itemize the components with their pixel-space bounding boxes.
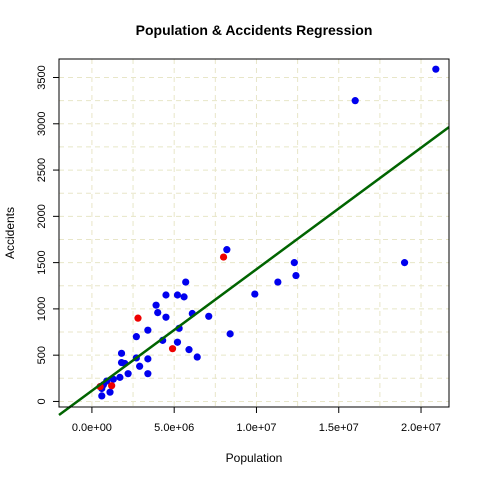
data-point-series-1 — [182, 278, 190, 286]
data-point-series-1 — [117, 349, 126, 357]
data-point-series-1 — [98, 392, 106, 400]
y-tick-label: 3000 — [36, 112, 48, 136]
grid-lines — [59, 59, 449, 407]
y-tick-label: 0 — [36, 398, 48, 404]
data-point-series-1 — [173, 338, 182, 346]
data-point-series-1 — [226, 330, 234, 338]
y-tick-label: 3500 — [36, 65, 48, 89]
data-point-series-1 — [173, 291, 182, 299]
data-point-series-1 — [162, 313, 170, 321]
data-point-series-1 — [154, 308, 162, 317]
x-tick-label: 1.5e+07 — [319, 422, 359, 434]
data-point-series-1 — [106, 388, 114, 396]
chart-title: Population & Accidents Regression — [136, 22, 373, 38]
data-point-series-1 — [136, 362, 144, 370]
data-point-series-1 — [185, 346, 193, 354]
x-tick-label: 2.0e+07 — [401, 422, 441, 434]
data-point-series-1 — [432, 65, 440, 73]
x-axis: 0.0e+00 5.0e+06 1.0e+07 1.5e+07 2.0e+07 — [72, 406, 441, 434]
data-point-series-1 — [162, 291, 170, 299]
data-point-series-1 — [124, 370, 132, 378]
data-point-series-1 — [292, 271, 300, 280]
x-axis-label: Population — [226, 451, 283, 465]
data-point-series-1 — [144, 355, 152, 363]
regression-line — [58, 126, 450, 417]
data-point-series-1 — [144, 370, 152, 378]
data-point-series-1 — [117, 358, 126, 367]
y-tick-label: 2500 — [36, 158, 48, 182]
data-point-series-1 — [180, 293, 188, 301]
data-point-series-1 — [251, 290, 259, 298]
regression-line-group — [58, 126, 450, 417]
data-point-series-1 — [290, 259, 298, 267]
data-point-series-1 — [205, 312, 213, 320]
y-axis-label: Accidents — [3, 207, 17, 259]
x-tick-label: 0.0e+00 — [72, 422, 112, 434]
plot-frame — [58, 58, 450, 408]
data-point-series-2 — [219, 253, 228, 261]
y-tick-label: 1000 — [36, 297, 48, 321]
data-point-series-1 — [132, 333, 140, 341]
x-tick-label: 5.0e+06 — [154, 422, 194, 434]
data-point-series-1 — [274, 278, 282, 286]
x-tick-label: 1.0e+07 — [236, 422, 276, 434]
y-axis: 0 500 1000 1500 2000 2500 3000 3500 — [36, 65, 60, 405]
y-tick-label: 500 — [36, 346, 48, 364]
y-tick-label: 1500 — [36, 250, 48, 274]
data-point-series-2 — [134, 314, 142, 322]
data-point-series-1 — [400, 259, 409, 267]
data-point-series-1 — [223, 246, 231, 254]
y-tick-label: 2000 — [36, 204, 48, 228]
data-point-series-1 — [144, 326, 152, 334]
data-point-series-2 — [168, 345, 177, 353]
data-point-series-1 — [152, 301, 160, 309]
data-point-series-2 — [108, 382, 116, 390]
data-point-series-1 — [116, 373, 124, 381]
data-point-series-1 — [193, 353, 201, 361]
data-point-series-1 — [351, 97, 359, 105]
